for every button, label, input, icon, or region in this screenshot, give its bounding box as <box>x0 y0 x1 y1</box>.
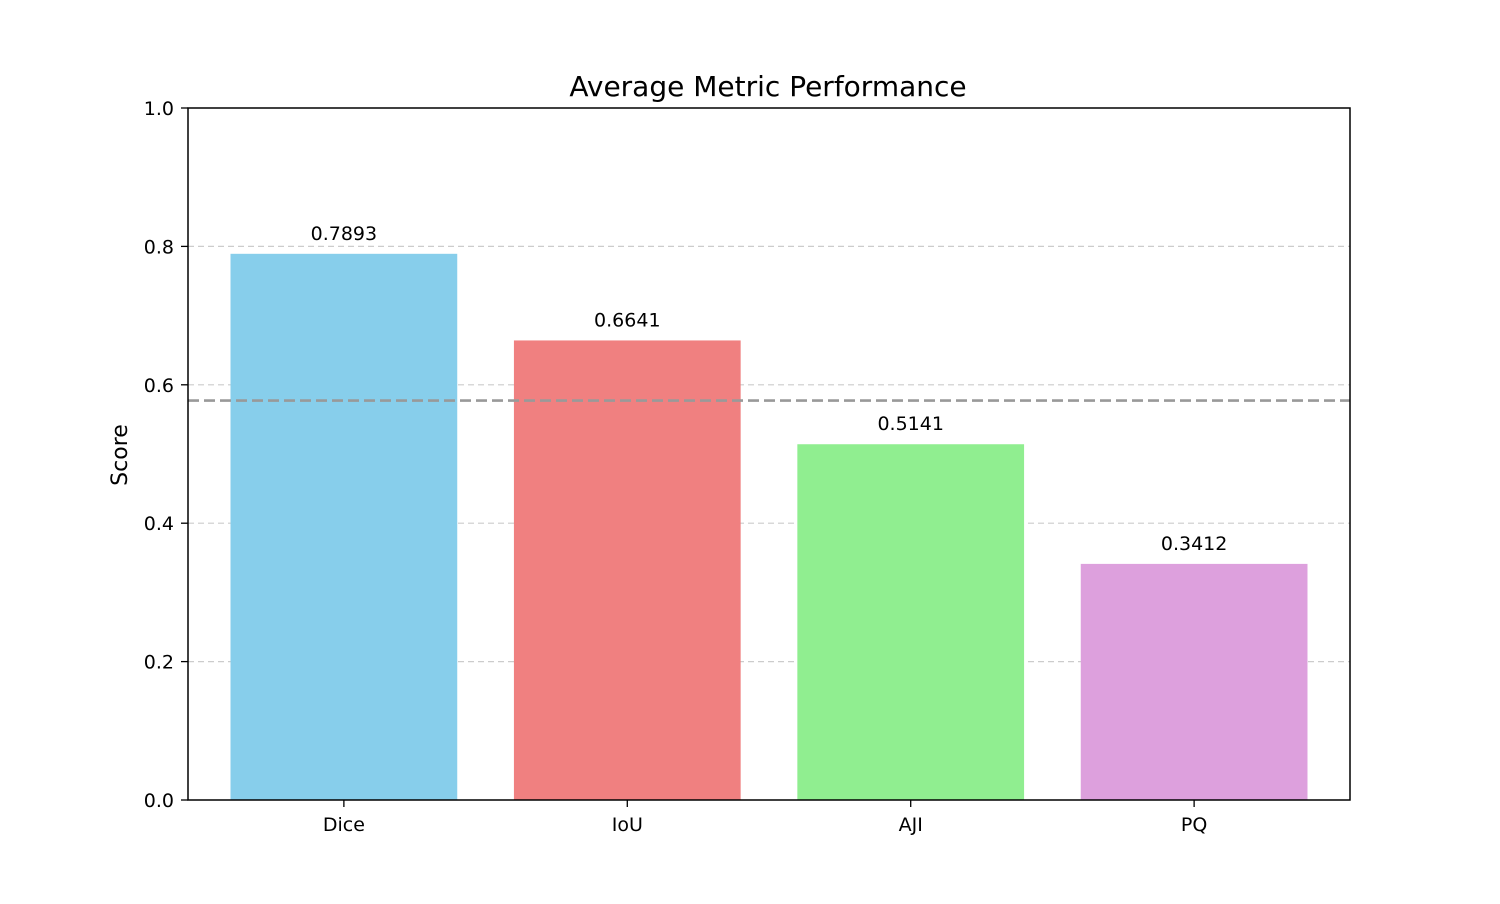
y-axis-label: Score <box>108 424 133 486</box>
axis-ticks: 0.0 0.2 0.4 0.6 0.8 1.0 Dice IoU AJI PQ <box>144 98 1208 836</box>
value-label-aji: 0.5141 <box>877 413 943 435</box>
value-label-iou: 0.6641 <box>594 309 660 331</box>
chart-title: Average Metric Performance <box>569 70 966 103</box>
x-tick-label-aji: AJI <box>899 814 923 836</box>
y-tick-label-0: 0.0 <box>144 790 174 812</box>
x-tick-label-iou: IoU <box>612 814 643 836</box>
plot-frame <box>187 107 1351 801</box>
y-tick-label-1: 0.2 <box>144 652 174 674</box>
bar-aji <box>797 444 1025 800</box>
y-tick-label-5: 1.0 <box>144 98 174 120</box>
value-labels: 0.7893 0.6641 0.5141 0.3412 <box>311 223 1228 555</box>
value-label-dice: 0.7893 <box>311 223 377 245</box>
x-tick-label-pq: PQ <box>1181 814 1207 836</box>
x-tick-label-dice: Dice <box>323 814 365 836</box>
value-label-pq: 0.3412 <box>1161 533 1227 555</box>
y-tick-label-4: 0.8 <box>144 236 174 258</box>
bar-iou <box>513 340 741 800</box>
bar-pq <box>1080 563 1308 800</box>
bars <box>230 253 1308 801</box>
y-tick-label-3: 0.6 <box>144 375 174 397</box>
y-tick-label-2: 0.4 <box>144 513 174 535</box>
bar-dice <box>230 253 458 801</box>
